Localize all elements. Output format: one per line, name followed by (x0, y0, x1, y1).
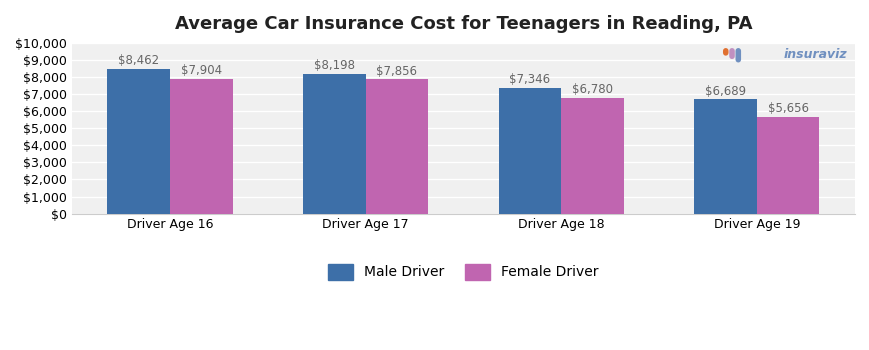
Bar (107, 69, 169, 214)
Title: Average Car Insurance Cost for Teenagers in Reading, PA: Average Car Insurance Cost for Teenagers… (175, 15, 752, 33)
Text: $8,462: $8,462 (118, 55, 159, 68)
Bar (169, 79, 232, 214)
Bar (365, 79, 428, 214)
Bar (498, 88, 561, 214)
Text: $5,656: $5,656 (766, 102, 807, 116)
Bar (693, 99, 756, 214)
Text: $6,689: $6,689 (704, 85, 746, 98)
Text: $7,904: $7,904 (181, 64, 222, 77)
Text: $6,780: $6,780 (571, 83, 613, 96)
Text: insuraviz: insuraviz (783, 48, 846, 61)
Bar (561, 98, 623, 214)
Text: $8,198: $8,198 (314, 59, 355, 72)
Bar (302, 74, 365, 214)
Text: $7,856: $7,856 (376, 65, 417, 78)
Bar (756, 117, 819, 214)
Text: $7,346: $7,346 (508, 74, 550, 86)
Legend: Male Driver, Female Driver: Male Driver, Female Driver (322, 258, 604, 285)
